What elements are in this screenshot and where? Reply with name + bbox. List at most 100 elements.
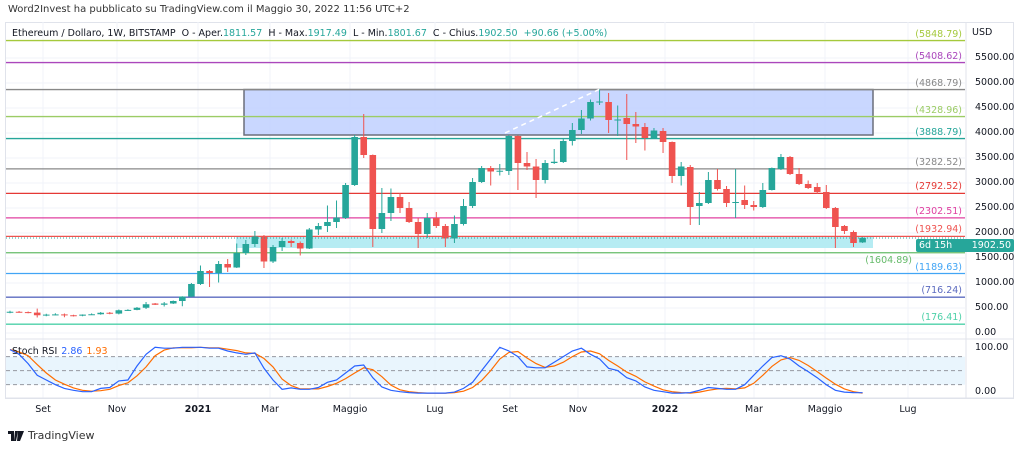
candle-body (151, 303, 159, 305)
candle-body (478, 168, 485, 182)
time-tick: Lug (426, 404, 444, 415)
candle (677, 162, 685, 186)
candle-body (179, 296, 186, 301)
candle (369, 154, 377, 247)
candle (233, 243, 241, 268)
time-tick: 2022 (651, 404, 679, 415)
candle-body (260, 236, 268, 262)
candle-body (342, 185, 349, 218)
candle-body (70, 315, 77, 317)
candle-body (469, 182, 476, 206)
candle (278, 238, 286, 251)
candle-body (786, 157, 794, 174)
candle-body (414, 222, 422, 234)
candle-body (315, 226, 322, 230)
candle (106, 312, 114, 315)
candle-body (269, 247, 277, 262)
candle (705, 172, 712, 204)
candle (578, 110, 585, 134)
candle (469, 178, 476, 208)
candle-body (387, 197, 395, 213)
candle (15, 311, 23, 313)
candle (478, 166, 485, 183)
candle (813, 183, 821, 194)
candle (405, 202, 413, 223)
candle-body (296, 243, 304, 249)
candle (696, 192, 703, 225)
open-value: 1811.57 (222, 28, 263, 39)
candle (133, 307, 141, 311)
level-label: (5848.79) (915, 28, 962, 40)
candle-body (197, 271, 204, 284)
candle-body (587, 102, 594, 119)
candle-body (206, 271, 213, 273)
candle (206, 270, 213, 287)
candle-body (369, 155, 377, 229)
price-tick: 500.00 (975, 302, 1009, 313)
candle-body (696, 203, 703, 206)
candle-body (614, 119, 621, 121)
candle-body (324, 222, 331, 226)
candle-body (650, 130, 658, 138)
candle (296, 241, 304, 256)
candle-body (169, 301, 177, 304)
candle-body (705, 180, 712, 203)
close-value: 1902.50 (478, 28, 518, 39)
candle (269, 245, 277, 263)
candle-body (596, 101, 603, 103)
candle-body (741, 200, 748, 205)
bar-countdown: 6d 15h (919, 240, 953, 251)
time-tick: Set (502, 404, 518, 415)
candle-body (287, 241, 295, 243)
candle (569, 123, 576, 146)
candle (714, 169, 721, 191)
level-label: (3888.79) (915, 126, 962, 138)
candle-body (460, 206, 467, 224)
candle-body (813, 187, 821, 192)
candle-body (668, 142, 676, 176)
level-label: (1932.94) (915, 224, 962, 236)
tradingview-brand[interactable]: TradingView (8, 429, 94, 442)
candle-body (777, 157, 785, 169)
candle (115, 309, 123, 315)
candle-body (233, 253, 241, 268)
level-label: (1189.63) (915, 261, 962, 273)
candle (632, 112, 640, 143)
candle-body (686, 167, 694, 207)
candle-body (396, 197, 404, 208)
candle-body (723, 189, 730, 203)
price-tick: 5500.00 (975, 52, 1015, 63)
time-tick: 2021 (184, 404, 212, 415)
candle-body (823, 192, 830, 208)
candle-body (188, 284, 195, 297)
low-value: 1801.67 (387, 28, 427, 39)
candle-body (514, 136, 522, 163)
candle (432, 212, 440, 228)
time-tick: Maggio (807, 404, 843, 415)
candle (378, 188, 386, 233)
candle-body (115, 310, 123, 314)
candle-body (659, 131, 667, 142)
candle (333, 200, 340, 228)
candle-body (405, 208, 413, 222)
candle-body (523, 163, 531, 167)
time-tick: Nov (107, 404, 127, 415)
candle-body (97, 312, 104, 315)
candle (315, 223, 322, 235)
time-tick: Mar (745, 404, 763, 415)
level-label: (1604.89) (865, 254, 912, 266)
candle (668, 141, 676, 183)
grid (6, 22, 965, 398)
candle-body (487, 168, 495, 172)
candle (360, 114, 368, 158)
price-tick: 0.00 (975, 327, 997, 338)
price-tick: 4000.00 (975, 127, 1015, 138)
price-tick: 1500.00 (975, 252, 1015, 263)
candle (859, 237, 866, 243)
candle (550, 149, 558, 164)
candle-body (850, 232, 857, 243)
candle (442, 224, 449, 247)
candle-body (605, 102, 612, 120)
candle (42, 313, 50, 317)
